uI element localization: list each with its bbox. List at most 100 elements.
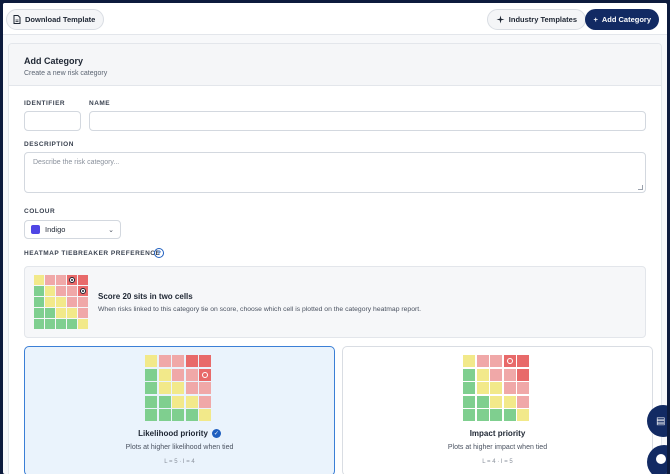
add-category-button[interactable]: + Add Category [585,9,659,30]
industry-templates-label: Industry Templates [508,15,577,24]
industry-templates-button[interactable]: Industry Templates [486,9,586,30]
heatmap-cell [476,368,489,381]
heatmap-cell [172,355,184,367]
heatmap-cell [199,368,211,381]
heatmap-cell [78,319,88,329]
likelihood-priority-meta: L = 5 · I = 4 [164,459,195,465]
heatmap-cell [158,355,171,367]
heatmap-cell [45,297,55,307]
impact-priority-option[interactable]: Impact priority Plots at higher impact w… [342,346,653,474]
description-label: DESCRIPTION [24,141,74,148]
form-header: Add Category Create a new risk category [9,44,661,86]
likelihood-priority-option[interactable]: Likelihood priority ✓ Plots at higher lik… [24,346,335,474]
heatmap-cell [172,382,184,394]
description-placeholder: Describe the risk category... [33,159,120,166]
heatmap-cell [67,275,77,285]
identifier-label: IDENTIFIER [24,100,66,107]
impact-priority-title: Impact priority [469,429,526,438]
heatmap-cell [158,368,171,381]
help-icon[interactable]: ? [154,248,164,258]
check-icon: ✓ [211,429,221,439]
support-chat-button[interactable] [647,445,667,474]
heatmap-cell [145,395,157,408]
heatmap-cell [476,409,489,421]
heatmap-cell [517,409,529,421]
heatmap-cell [78,297,88,307]
heatmap-cell [490,409,502,421]
heatmap-cell [490,395,502,408]
heatmap-cell [463,382,475,394]
heatmap-cell [185,382,198,394]
add-category-form: Add Category Create a new risk category … [8,43,662,474]
colour-swatch [31,225,40,234]
heatmap-cell [56,286,66,296]
heatmap-cell [476,395,489,408]
heatmap-cell [199,355,211,367]
chat-icon: ▤ [656,415,666,427]
heatmap-marker [202,371,208,378]
heatmap-cell [490,382,502,394]
heatmap-cell [78,286,88,296]
heatmap-cell [463,395,475,408]
heatmap-cell [34,308,44,318]
assistant-button[interactable]: ▤ [647,405,667,437]
tiebreaker-info: Score 20 sits in two cells When risks li… [24,266,646,338]
mini-heatmap [34,275,88,329]
tiebreaker-title: Score 20 sits in two cells [98,292,193,301]
heatmap-cell [34,319,44,329]
colour-select[interactable]: Indigo ⌄ [24,220,121,239]
document-icon [13,15,21,24]
heatmap-cell [56,308,66,318]
heatmap-cell [56,297,66,307]
heatmap-cell [78,308,88,318]
impact-priority-meta: L = 4 · I = 5 [482,459,513,465]
name-input[interactable] [89,111,646,131]
form-title: Add Category [24,56,84,66]
colour-label: COLOUR [24,208,56,215]
resize-handle[interactable] [638,185,643,190]
heatmap-cell [503,395,516,408]
description-textarea[interactable]: Describe the risk category... [24,152,646,193]
heatmap-cell [145,368,157,381]
impact-priority-description: Plots at higher impact when tied [447,444,548,451]
heatmap-cell [45,286,55,296]
name-label: NAME [89,100,111,107]
heatmap-cell [34,275,44,285]
app-window: Download Template Industry Templates + A… [3,3,667,474]
chevron-down-icon: ⌄ [108,226,114,234]
heatmap-cell [463,355,475,367]
heatmap-cell [172,395,184,408]
heatmap-cell [185,409,198,421]
download-template-label: Download Template [25,15,96,24]
heatmap-cell [185,368,198,381]
tiebreaker-description: When risks linked to this category tie o… [98,306,422,313]
heatmap-cell [199,409,211,421]
heatmap-cell [45,308,55,318]
heatmap-cell [199,395,211,408]
heatmap-cell [185,355,198,367]
heatmap-cell [158,395,171,408]
heatmap-cell [145,355,157,367]
download-template-button[interactable]: Download Template [6,9,105,30]
heatmap-cell [185,395,198,408]
heatmap-cell [503,409,516,421]
heatmap-cell [67,319,77,329]
heatmap-cell [34,286,44,296]
sparkle-icon [496,15,505,24]
heatmap-cell [172,368,184,381]
identifier-input[interactable] [24,111,81,131]
heatmap-cell [78,275,88,285]
heatmap-cell [517,355,529,367]
heatmap-cell [490,368,502,381]
heatmap-marker [506,358,513,364]
heatmap-cell [67,308,77,318]
heatmap-cell [490,355,502,367]
likelihood-priority-description: Plots at higher likelihood when tied [125,444,234,451]
heatmap-cell [67,286,77,296]
heatmap-cell [476,382,489,394]
impact-heatmap [463,355,529,421]
heatmap-cell [517,395,529,408]
heatmap-cell [503,355,516,367]
heatmap-cell [45,319,55,329]
add-category-label: Add Category [601,15,651,24]
